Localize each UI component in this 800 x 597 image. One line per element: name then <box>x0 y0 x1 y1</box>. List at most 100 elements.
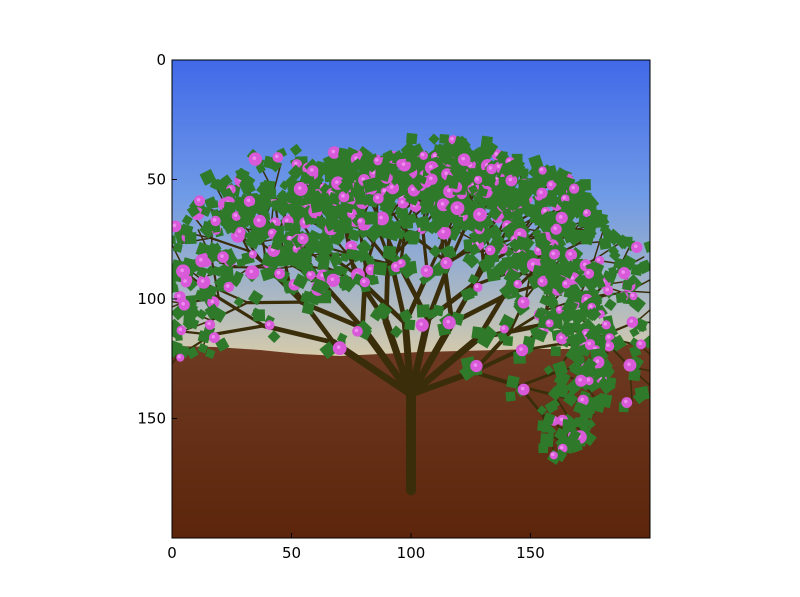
blossom-highlight <box>586 378 591 382</box>
blossom-highlight <box>586 270 590 275</box>
branch <box>172 300 182 304</box>
leaf <box>604 298 617 312</box>
leaf <box>573 401 587 415</box>
blossom-highlight <box>220 254 224 258</box>
blossom-highlight <box>362 279 366 283</box>
branch <box>320 280 365 331</box>
leaf <box>539 294 551 306</box>
leaf <box>571 291 583 303</box>
blossom-highlight <box>548 182 553 187</box>
blossom-highlight <box>557 307 561 311</box>
blossom-highlight <box>536 247 540 252</box>
leaf <box>615 292 627 304</box>
blossom-highlight <box>588 304 593 308</box>
blossom-highlight <box>211 334 216 339</box>
blossom-highlight <box>331 149 336 154</box>
blossom-highlight <box>461 156 465 161</box>
leaf <box>429 208 443 222</box>
blossom-highlight <box>300 236 304 240</box>
blossom-highlight <box>361 177 365 181</box>
leaf <box>457 171 471 185</box>
blossom-highlight <box>558 215 563 219</box>
leaf <box>446 156 458 168</box>
blossom-highlight <box>420 152 425 157</box>
leaf <box>471 326 485 340</box>
leaf <box>399 308 413 323</box>
blossom-highlight <box>266 322 271 327</box>
leaf <box>210 208 220 219</box>
blossom-highlight <box>389 185 394 189</box>
leaf <box>550 346 561 357</box>
leaf <box>486 267 501 282</box>
leaf <box>271 231 285 245</box>
leaf <box>432 304 445 317</box>
x-tick-label: 0 <box>167 544 177 562</box>
leaf <box>301 301 315 315</box>
leaf <box>493 188 511 207</box>
leaf <box>300 256 313 268</box>
leaf <box>385 227 400 242</box>
branch <box>329 338 415 399</box>
blossom-highlight <box>454 205 459 209</box>
blossom-highlight <box>568 252 572 256</box>
branch <box>517 371 557 388</box>
leaf <box>569 309 586 326</box>
leaf <box>320 245 333 258</box>
leaf <box>502 335 514 347</box>
leaf <box>280 253 293 265</box>
leaf <box>497 154 507 164</box>
blossom-highlight <box>559 417 564 422</box>
leaf <box>328 253 343 268</box>
blossom-highlight <box>368 266 372 271</box>
leaf <box>336 332 348 344</box>
x-tick-label: 50 <box>282 544 301 562</box>
leaf <box>419 193 436 210</box>
leaf <box>616 234 632 250</box>
blossom-highlight <box>606 334 611 339</box>
blossom-highlight <box>287 236 292 240</box>
blossom-highlight <box>429 176 433 181</box>
branch <box>636 308 650 323</box>
blossom-highlight <box>621 270 625 274</box>
leaf <box>515 192 531 207</box>
leaf <box>196 266 208 278</box>
blossom-highlight <box>275 154 279 159</box>
leaf <box>448 179 459 190</box>
leaf <box>481 171 492 182</box>
branch <box>524 267 533 300</box>
branch <box>210 255 220 300</box>
leaf <box>436 147 449 160</box>
leaf <box>559 321 576 338</box>
blossom-highlight <box>180 268 184 273</box>
blossom-highlight <box>419 322 423 326</box>
blossom-highlight <box>375 195 380 200</box>
x-axis: 0 50 100 150 <box>167 533 545 562</box>
blossom-highlight <box>520 386 525 391</box>
leaf <box>540 433 554 448</box>
blossom-highlight <box>398 260 403 265</box>
leaf <box>160 328 171 339</box>
leaf <box>524 203 540 219</box>
leaf <box>232 270 244 282</box>
leaf <box>468 184 479 195</box>
blossom-highlight <box>250 251 254 256</box>
leaf <box>199 169 217 186</box>
leaf <box>575 274 590 289</box>
leaf <box>364 255 376 267</box>
leaf <box>467 168 476 176</box>
blossom-highlight <box>563 281 568 285</box>
leaf <box>515 235 528 249</box>
blossom-highlight <box>207 321 211 326</box>
blossom-highlight <box>196 198 201 202</box>
blossom-highlight <box>401 162 406 166</box>
leaf <box>327 191 342 206</box>
leaf <box>292 273 309 290</box>
leaf <box>267 330 281 344</box>
leaf <box>463 217 478 233</box>
blossom-highlight <box>494 152 499 156</box>
leaf <box>291 194 303 206</box>
leaf <box>219 270 229 280</box>
blossom-highlight <box>393 264 398 268</box>
leaf <box>552 360 569 377</box>
blossom-highlight <box>603 322 608 326</box>
